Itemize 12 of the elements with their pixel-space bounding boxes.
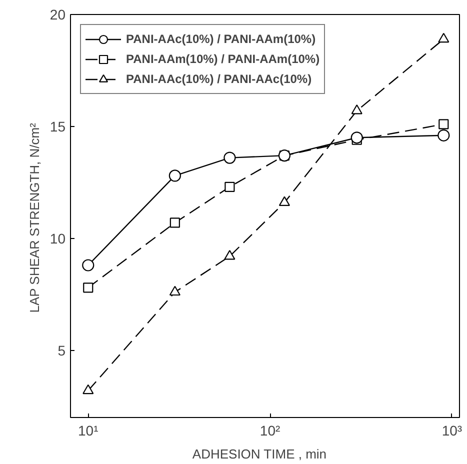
- y-axis-title: LAP SHEAR STRENGTH, N/cm²: [26, 122, 42, 313]
- y-tick-label: 15: [50, 118, 66, 134]
- x-tick-label: 10¹: [78, 422, 99, 438]
- legend-label: PANI-AAc(10%) / PANI-AAc(10%): [126, 72, 312, 86]
- x-tick-label: 10³: [442, 422, 462, 438]
- x-tick-label: 10²: [260, 422, 281, 438]
- legend-label: PANI-AAc(10%) / PANI-AAm(10%): [126, 32, 316, 46]
- x-axis-title: ADHESION TIME , min: [192, 446, 327, 462]
- legend-label: PANI-AAm(10%) / PANI-AAm(10%): [126, 52, 320, 66]
- y-tick-label: 20: [50, 6, 66, 22]
- y-tick-label: 5: [58, 342, 66, 358]
- y-tick-label: 10: [50, 230, 66, 246]
